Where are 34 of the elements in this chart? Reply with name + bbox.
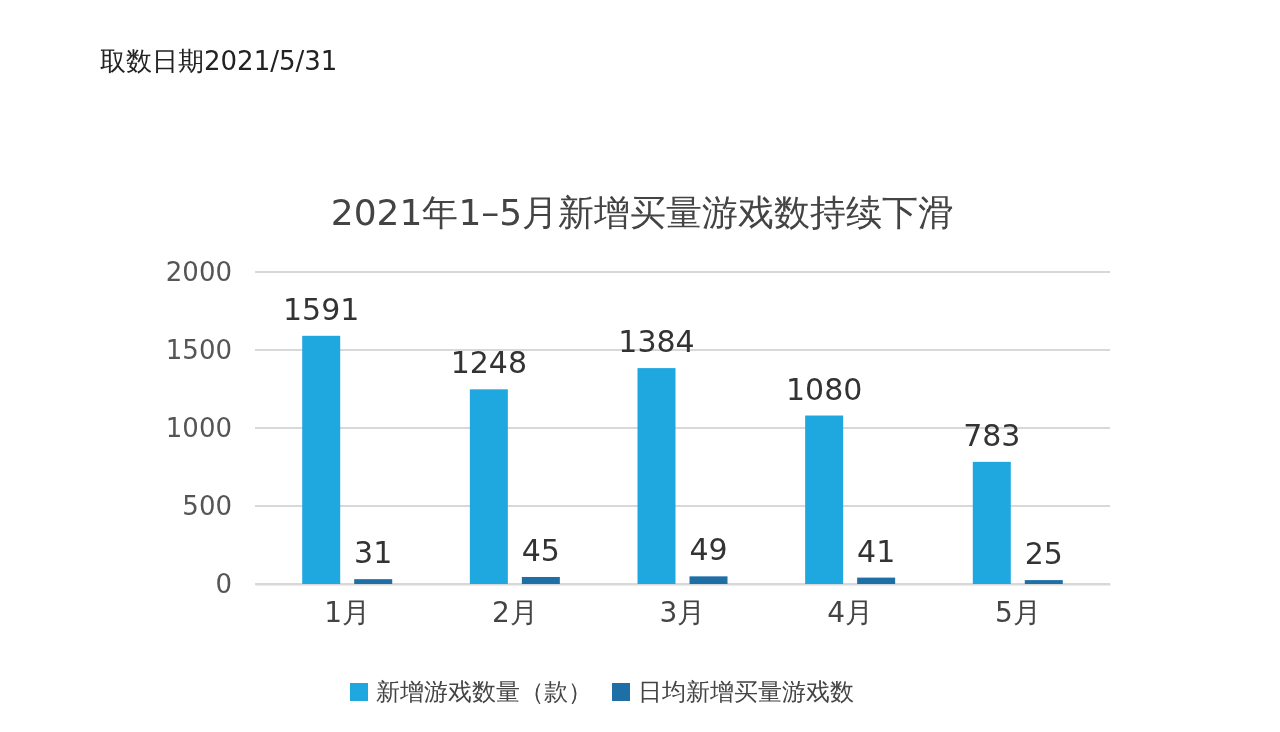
x-tick-label: 4月	[827, 595, 874, 629]
x-tick-label: 5月	[994, 595, 1041, 629]
data-label: 783	[963, 417, 1021, 453]
y-tick-label: 1500	[165, 334, 232, 365]
data-label: 1591	[283, 291, 360, 327]
data-label: 49	[689, 532, 728, 568]
bar	[805, 415, 844, 584]
bar	[302, 335, 341, 584]
x-tick-label: 2月	[491, 595, 538, 629]
bar	[354, 579, 393, 584]
data-label: 1384	[618, 324, 695, 360]
bar	[1024, 580, 1063, 584]
y-tick-label: 500	[182, 490, 232, 521]
text: 取数日期2021/5/31	[100, 46, 338, 76]
data-label: 1248	[450, 345, 528, 381]
data-label: 31	[354, 535, 393, 571]
data-label: 45	[521, 532, 560, 568]
y-tick-label: 0	[215, 568, 232, 599]
data-label: 1080	[785, 371, 863, 407]
x-tick-label: 1月	[324, 595, 371, 629]
data-label: 25	[1024, 536, 1063, 572]
legend-label: 新增游戏数量（款）	[376, 678, 592, 706]
bar	[469, 389, 508, 584]
legend-label: 日均新增买量游戏数	[638, 678, 854, 706]
chart-title: 2021年1–5月新增买量游戏数持续下滑	[330, 192, 955, 233]
bar	[637, 368, 676, 584]
y-tick-label: 2000	[165, 256, 232, 287]
bar	[689, 576, 728, 584]
bar	[521, 576, 560, 584]
data-label: 41	[857, 533, 896, 569]
y-tick-label: 1000	[165, 412, 232, 443]
x-tick-label: 3月	[659, 595, 706, 629]
bar	[972, 461, 1011, 584]
bar	[857, 577, 896, 584]
